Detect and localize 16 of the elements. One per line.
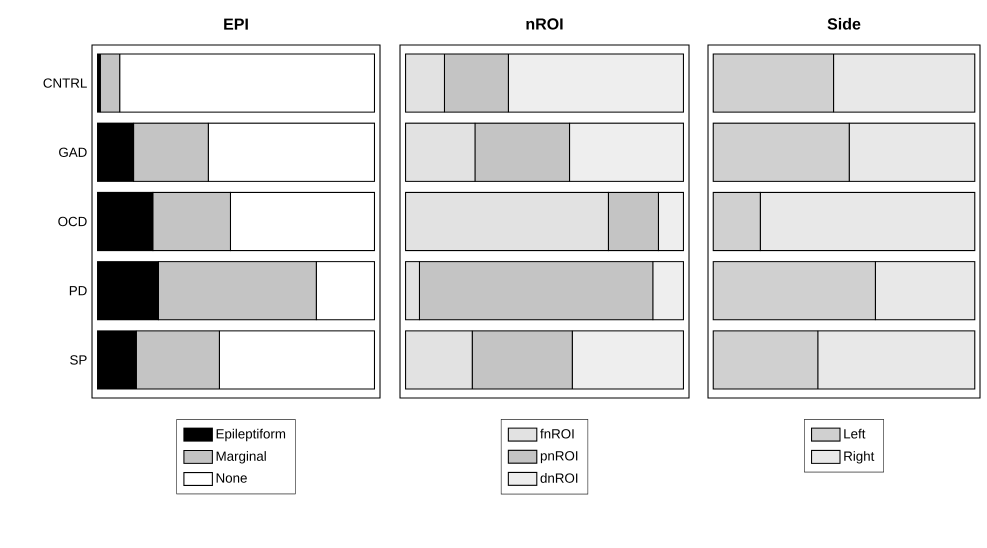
y-tick-label: CNTRL (44, 78, 87, 88)
legend-label: Epileptiform (216, 428, 286, 442)
legend-label: dnROI (540, 473, 578, 483)
legend-label: pnROI (540, 451, 578, 464)
legend-label: Right (844, 451, 874, 464)
legend-label: Left (844, 428, 866, 439)
y-tick-label: SP (70, 355, 87, 365)
chart-title: Side (828, 18, 860, 30)
legend-label: fnROI (540, 428, 574, 439)
legend-label: None (216, 473, 247, 483)
y-tick-label: PD (70, 286, 87, 296)
legend-label: Marginal (216, 451, 266, 464)
y-tick-label: GAD (59, 148, 87, 157)
chart-title: EPI (224, 18, 248, 30)
y-tick-label: OCD (58, 216, 87, 226)
chart-title: nROI (526, 18, 563, 30)
